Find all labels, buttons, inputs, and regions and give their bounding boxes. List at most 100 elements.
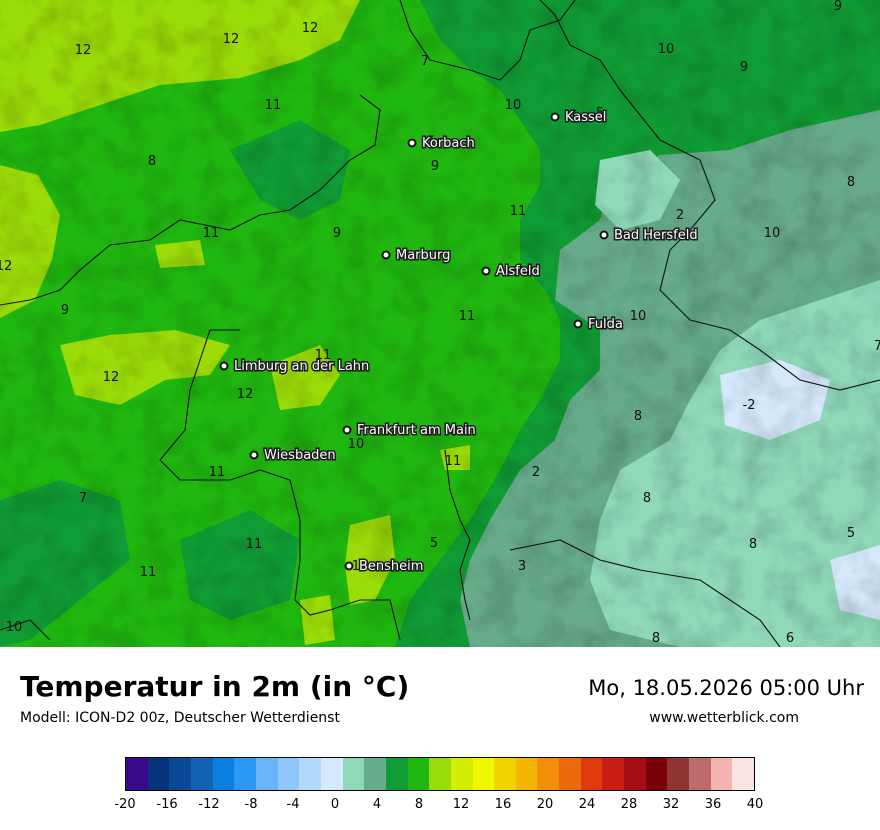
legend-swatch bbox=[169, 758, 191, 790]
isoline-label: 9 bbox=[740, 60, 748, 75]
isoline-label: 8 bbox=[652, 631, 660, 646]
isoline-label: 12 bbox=[0, 259, 12, 274]
legend-swatch bbox=[126, 758, 148, 790]
legend-swatch bbox=[364, 758, 386, 790]
isoline-label: 5 bbox=[430, 536, 438, 551]
legend-tick-label: -20 bbox=[114, 797, 136, 812]
isoline-label: 12 bbox=[103, 370, 120, 385]
isoline-label: 10 bbox=[505, 98, 522, 113]
isoline-label: 12 bbox=[223, 32, 240, 47]
city-marker[interactable]: Kassel bbox=[550, 109, 608, 127]
map-title: Temperatur in 2m (in °C) bbox=[20, 670, 410, 703]
legend-tick-label: 8 bbox=[414, 797, 424, 812]
isoline-label: 7 bbox=[421, 54, 429, 69]
legend-swatch bbox=[580, 758, 603, 790]
city-dot bbox=[599, 230, 609, 240]
city-dot bbox=[249, 450, 259, 460]
city-marker[interactable]: Marburg bbox=[381, 247, 452, 265]
legend-swatch bbox=[494, 758, 516, 790]
website-link[interactable]: www.wetterblick.com bbox=[649, 710, 799, 726]
city-label: Marburg bbox=[396, 248, 450, 263]
legend-tick-label: 16 bbox=[494, 797, 512, 812]
legend-tick-label: -8 bbox=[244, 797, 258, 812]
city-marker[interactable]: Wiesbaden bbox=[249, 447, 337, 465]
city-label: Wiesbaden bbox=[264, 448, 336, 463]
city-dot bbox=[573, 319, 583, 329]
isoline-label: 11 bbox=[459, 309, 476, 324]
legend-swatch bbox=[689, 758, 711, 790]
city-label: Limburg an der Lahn bbox=[234, 359, 369, 374]
legend-tick-label: 4 bbox=[372, 797, 382, 812]
model-info: Modell: ICON-D2 00z, Deutscher Wetterdie… bbox=[20, 710, 340, 726]
isoline-label: 2 bbox=[676, 208, 684, 223]
city-markers: Kassel Korbach Bad Hersfeld Marburg Alsfeld F… bbox=[219, 109, 699, 576]
city-marker[interactable]: Bensheim bbox=[344, 558, 425, 576]
city-dot bbox=[407, 138, 417, 148]
temperature-map[interactable]: 12 12 12 11 8 7 10 9 10 9 9 8 11 2 10 11 9 12 11 10 12 9 11 12 1… bbox=[0, 0, 880, 647]
state-border bbox=[0, 0, 880, 647]
legend-swatch bbox=[212, 758, 235, 790]
legend-swatch bbox=[234, 758, 256, 790]
isoline-label: 12 bbox=[302, 21, 319, 36]
legend-swatch bbox=[710, 758, 733, 790]
legend-tick-label: 36 bbox=[704, 797, 722, 812]
isoline-label: 11 bbox=[209, 465, 226, 480]
legend-swatch bbox=[255, 758, 278, 790]
isoline-label: 11 bbox=[315, 348, 332, 363]
legend-tick-label: 0 bbox=[330, 797, 340, 812]
city-dot bbox=[381, 250, 391, 260]
isoline-label: 11 bbox=[352, 559, 369, 574]
color-legend bbox=[125, 757, 755, 791]
legend-swatch bbox=[320, 758, 343, 790]
isoline-label: 8 bbox=[643, 491, 651, 506]
city-marker[interactable]: Korbach bbox=[407, 135, 476, 153]
city-marker[interactable]: Frankfurt am Main bbox=[342, 422, 477, 440]
isoline-label: 11 bbox=[203, 226, 220, 241]
city-label: Frankfurt am Main bbox=[357, 423, 476, 438]
city-dot bbox=[344, 561, 354, 571]
isoline-label: 11 bbox=[265, 98, 282, 113]
legend-swatch bbox=[407, 758, 430, 790]
city-marker[interactable]: Alsfeld bbox=[481, 263, 541, 281]
isoline-label: 10 bbox=[764, 226, 781, 241]
isoline-label: 11 bbox=[445, 454, 462, 469]
isoline-label: 11 bbox=[510, 204, 527, 219]
legend-swatch bbox=[624, 758, 646, 790]
isoline-label: 5 bbox=[847, 526, 855, 541]
isoline-label: 6 bbox=[786, 631, 794, 646]
legend-swatch bbox=[450, 758, 473, 790]
legend-tick-label: 24 bbox=[578, 797, 596, 812]
city-marker[interactable]: Bad Hersfeld bbox=[599, 227, 699, 245]
city-label: Bensheim bbox=[359, 559, 423, 574]
legend-swatch bbox=[429, 758, 451, 790]
city-marker[interactable]: Fulda bbox=[573, 316, 624, 334]
isoline-label: 11 bbox=[246, 537, 263, 552]
isoline-label: 3 bbox=[518, 559, 526, 574]
legend-tick-label: -12 bbox=[198, 797, 220, 812]
isoline-label: 10 bbox=[348, 437, 365, 452]
legend-swatch bbox=[602, 758, 625, 790]
isoline-label: 11 bbox=[140, 565, 157, 580]
legend-swatch bbox=[559, 758, 581, 790]
isoline-label: 9 bbox=[61, 303, 69, 318]
city-label: Alsfeld bbox=[496, 264, 540, 279]
city-marker[interactable]: Limburg an der Lahn bbox=[219, 358, 371, 376]
city-dot bbox=[342, 425, 352, 435]
legend-swatch bbox=[147, 758, 170, 790]
isoline-label: 8 bbox=[749, 537, 757, 552]
isoline-label: 2 bbox=[532, 465, 540, 480]
isoline-labels: 12 12 12 11 8 7 10 9 10 9 9 8 11 2 10 11 9 12 11 10 12 9 11 12 1… bbox=[0, 0, 880, 646]
forecast-datetime: Mo, 18.05.2026 05:00 Uhr bbox=[588, 676, 864, 700]
legend-swatch bbox=[515, 758, 538, 790]
city-dot bbox=[481, 266, 491, 276]
isoline-label: 9 bbox=[333, 226, 341, 241]
legend-swatch bbox=[537, 758, 560, 790]
isoline-label: 9 bbox=[834, 0, 842, 14]
legend-tick-label: -16 bbox=[156, 797, 178, 812]
legend-swatch bbox=[667, 758, 690, 790]
legend-tick-label: 20 bbox=[536, 797, 554, 812]
legend-tick-label: 28 bbox=[620, 797, 638, 812]
legend-tick-label: 12 bbox=[452, 797, 470, 812]
legend-swatch bbox=[645, 758, 668, 790]
isoline-label: -2 bbox=[743, 398, 756, 413]
